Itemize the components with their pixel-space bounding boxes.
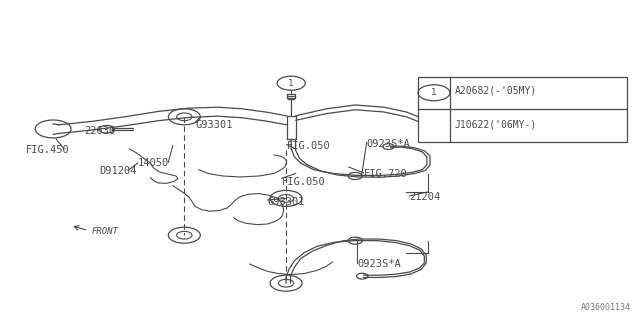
Text: D91204: D91204 <box>99 166 137 176</box>
Text: A20682(-'05MY): A20682(-'05MY) <box>454 85 537 95</box>
Text: 22630: 22630 <box>84 126 116 136</box>
Text: FIG.050: FIG.050 <box>282 177 325 188</box>
Text: 0923S*A: 0923S*A <box>367 139 410 149</box>
Text: G93301: G93301 <box>195 120 233 130</box>
Text: J10622('06MY-): J10622('06MY-) <box>454 120 537 130</box>
Text: FIG.450: FIG.450 <box>26 145 69 156</box>
Text: FRONT: FRONT <box>92 227 118 236</box>
Text: 21204: 21204 <box>410 192 441 202</box>
Text: G93301: G93301 <box>268 196 305 207</box>
Text: FIG.720: FIG.720 <box>364 169 407 180</box>
Text: 1: 1 <box>431 88 436 97</box>
Bar <box>418 77 627 142</box>
Text: 0923S*A: 0923S*A <box>357 259 401 269</box>
Text: 1: 1 <box>289 79 294 88</box>
Text: FIG.050: FIG.050 <box>287 140 330 151</box>
Text: A036001134: A036001134 <box>580 303 630 312</box>
Text: 14050: 14050 <box>138 158 169 168</box>
